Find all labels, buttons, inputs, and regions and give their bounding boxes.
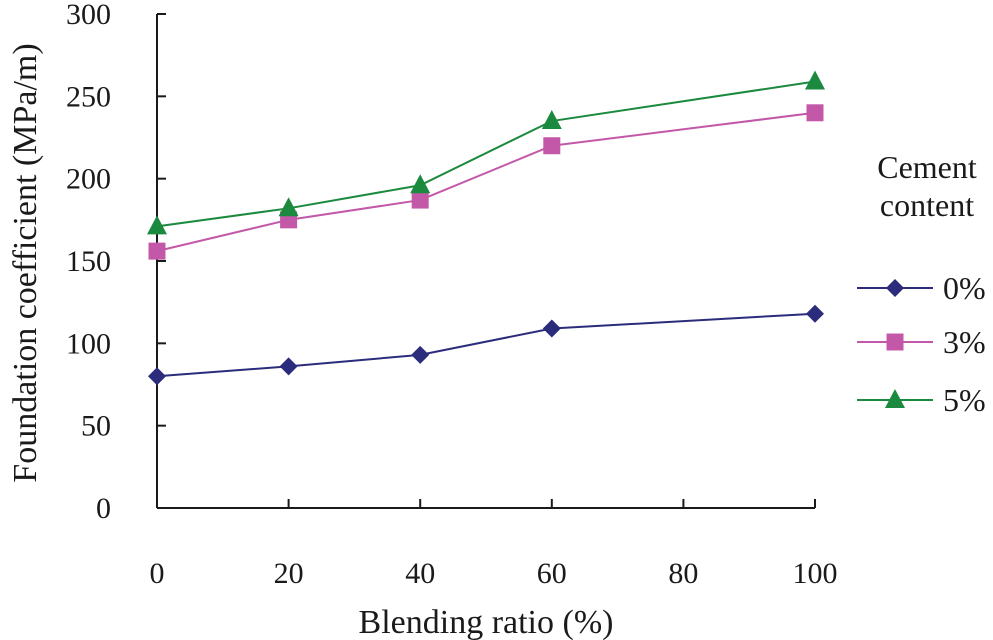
data-point — [806, 304, 824, 323]
legend-item: 0% — [857, 270, 986, 306]
x-tick-label: 40 — [405, 557, 435, 590]
legend: Cement content 0% 3% 5% — [857, 149, 986, 418]
data-point — [148, 242, 166, 260]
data-point — [278, 197, 299, 217]
data-point — [148, 367, 166, 386]
series-line — [156, 111, 816, 253]
x-tick-label: 80 — [668, 557, 698, 590]
data-point — [543, 137, 561, 155]
legend-label: 0% — [943, 270, 986, 306]
x-tick-label: 20 — [274, 557, 304, 590]
data-point — [147, 215, 167, 235]
legend-marker-icon — [885, 389, 905, 408]
data-point — [411, 345, 430, 364]
legend-label: 5% — [943, 382, 986, 418]
y-tick-label: 200 — [66, 163, 111, 196]
data-point — [542, 319, 561, 338]
data-point — [410, 174, 431, 194]
data-point — [411, 191, 429, 209]
series-1 — [148, 304, 824, 386]
data-point — [805, 70, 825, 90]
data-point — [806, 104, 824, 122]
y-tick-label: 250 — [66, 80, 111, 113]
x-tick-label: 0 — [150, 557, 165, 590]
legend-title-line-2: content — [880, 187, 974, 223]
data-point — [279, 357, 298, 376]
series-line — [156, 312, 816, 378]
series-3 — [147, 70, 825, 235]
legend-marker-icon — [886, 279, 904, 297]
x-axis-title: Blending ratio (%) — [359, 604, 614, 640]
legend-item: 3% — [857, 324, 986, 360]
axes: 0 50 100 150 200 250 300 0 20 40 60 80 100 — [66, 0, 838, 590]
y-tick-label: 100 — [66, 327, 111, 360]
legend-marker-icon — [886, 333, 904, 351]
y-tick-label: 300 — [66, 0, 111, 31]
x-tick-label: 60 — [537, 557, 567, 590]
series-line — [156, 80, 816, 228]
legend-title-line-1: Cement — [877, 149, 977, 185]
y-tick-label: 150 — [66, 245, 111, 278]
data-point — [541, 110, 562, 130]
x-tick-label: 100 — [793, 557, 838, 590]
series-layer — [147, 70, 825, 386]
legend-label: 3% — [943, 324, 986, 360]
series-2 — [148, 104, 824, 260]
y-axis-title: Foundation coefficient (MPa/m) — [7, 43, 44, 482]
y-tick-label: 50 — [81, 410, 111, 443]
legend-item: 5% — [857, 382, 986, 418]
y-tick-label: 0 — [96, 492, 111, 525]
